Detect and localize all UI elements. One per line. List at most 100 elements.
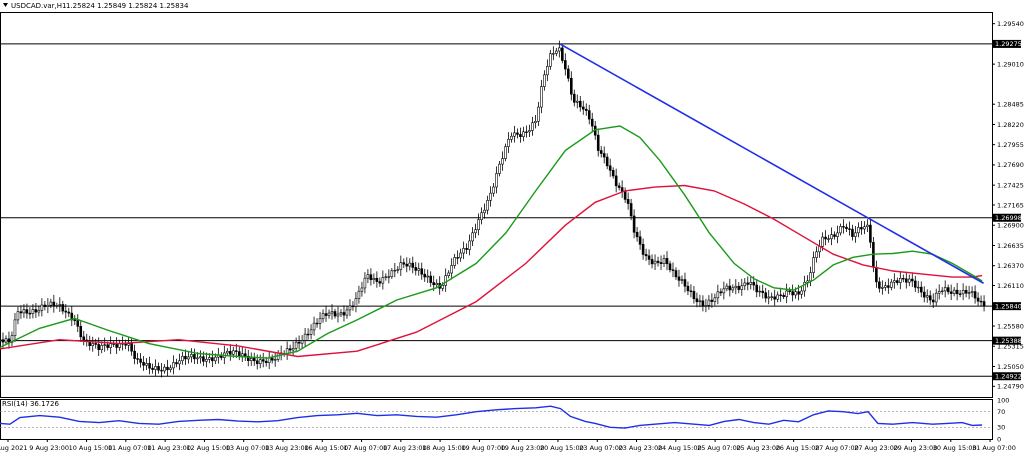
candle (540, 79, 543, 114)
candle (297, 335, 301, 350)
candle (839, 223, 842, 236)
candle (761, 284, 765, 299)
candle (749, 276, 753, 290)
candle (375, 271, 379, 288)
candle (372, 273, 376, 285)
candle (632, 209, 636, 239)
candle (896, 277, 899, 286)
candle (946, 284, 950, 295)
candle (258, 354, 262, 369)
time-tick-label: 30 Aug 15:00 (933, 444, 977, 452)
candle (100, 341, 103, 354)
rsi-line[interactable] (0, 405, 983, 429)
candle (43, 300, 47, 311)
candle (88, 335, 92, 351)
candle (348, 299, 352, 317)
candle (148, 356, 151, 375)
candle (617, 182, 621, 191)
candle (58, 297, 62, 312)
time-tick-label: 31 Aug 07:00 (972, 444, 1016, 452)
candle (166, 359, 169, 377)
candle (184, 349, 187, 365)
descending-trendline[interactable] (559, 43, 984, 284)
candle (698, 294, 702, 308)
price-tick-label: 1.28220 (997, 121, 1024, 129)
candle (160, 363, 163, 378)
candle (659, 255, 663, 271)
candle (567, 65, 570, 82)
candle (4, 335, 8, 346)
candle (578, 95, 582, 112)
candle (982, 295, 986, 312)
time-tick-label: 11 Aug 07:00 (108, 444, 152, 452)
candle (387, 269, 391, 284)
candle (522, 126, 525, 142)
candle (288, 344, 292, 354)
candle (683, 272, 687, 293)
time-tick-label: 27 Aug 07:00 (815, 444, 859, 452)
candle (426, 269, 430, 283)
candle (205, 352, 208, 368)
candle (860, 221, 863, 235)
price-axis: 1.29540 1.29010 1.28485 1.28220 1.27955 1.276… (992, 20, 1024, 391)
candle (79, 320, 83, 342)
candle (495, 166, 498, 194)
candle (82, 330, 86, 346)
candle (964, 285, 968, 298)
rsi-tick-label: 70 (997, 408, 1005, 416)
moving-average-slow-line[interactable] (0, 184, 983, 358)
time-tick-label: 10 Aug 15:00 (69, 444, 113, 452)
candle (393, 263, 397, 278)
candle (767, 290, 771, 305)
candle (827, 234, 830, 243)
chevron-down-icon[interactable] (3, 3, 8, 7)
moving-average-fast-line[interactable] (0, 125, 983, 359)
rsi-tick-label: 0 (997, 435, 1001, 443)
candle (211, 350, 214, 368)
candle (590, 112, 594, 132)
candle (315, 318, 319, 328)
candle (836, 225, 839, 244)
candle (848, 221, 851, 236)
price-tick-label: 1.27165 (997, 201, 1024, 209)
time-tick-label: 16 Aug 15:00 (304, 444, 348, 452)
candle (845, 223, 848, 232)
level-price-label: 1.29275 (995, 40, 1022, 48)
candle (25, 303, 29, 319)
candle (507, 132, 510, 154)
time-tick-label: 11 Aug 23:00 (147, 444, 191, 452)
candle (866, 219, 869, 233)
candle (354, 292, 358, 313)
candle (145, 358, 148, 370)
candle (680, 275, 684, 284)
candle (408, 258, 412, 271)
candle (154, 359, 157, 376)
candle (378, 277, 382, 287)
candle (534, 115, 537, 129)
candle (363, 272, 367, 294)
candle (970, 286, 974, 298)
candle (97, 337, 101, 356)
candle (689, 284, 693, 298)
candle (291, 341, 295, 357)
candle (133, 344, 136, 365)
candle (417, 262, 421, 276)
candle (656, 256, 660, 267)
candle (124, 339, 127, 350)
candle (0, 337, 2, 343)
candle (716, 284, 720, 305)
candle (303, 328, 307, 347)
candle (665, 251, 669, 271)
time-tick-label: 25 Aug 23:00 (736, 444, 780, 452)
rsi-tick-label: 30 (997, 424, 1005, 432)
candle (899, 271, 902, 290)
candle (818, 239, 821, 258)
candle (878, 277, 881, 293)
candle (919, 281, 923, 298)
candle (309, 324, 313, 340)
time-tick-label: 27 Aug 23:00 (854, 444, 898, 452)
candle (420, 262, 424, 280)
candle (552, 46, 555, 61)
